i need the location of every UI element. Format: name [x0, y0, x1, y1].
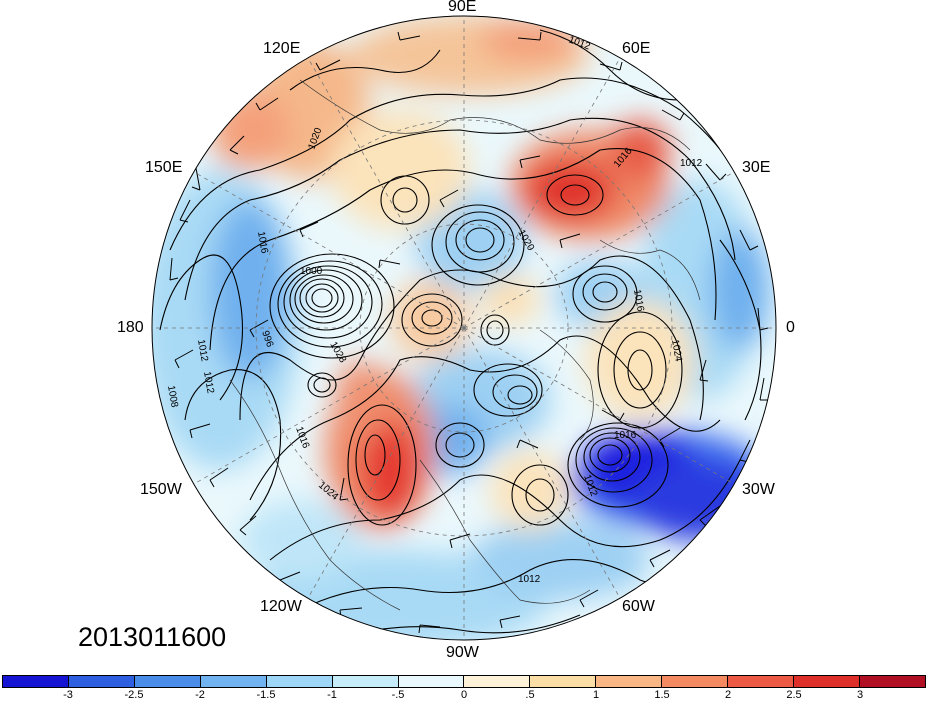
lon-label-120w: 120W [260, 598, 302, 615]
contour-label: 1016 [631, 289, 646, 313]
colorbar-segment [68, 676, 135, 687]
contour-label: 1016 [614, 430, 637, 441]
lon-label-150e: 150E [145, 159, 183, 176]
lon-label-60w: 60W [622, 598, 655, 615]
colorbar-segment [728, 676, 795, 687]
colorbar-segment [596, 676, 663, 687]
colorbar-tick-label: -2.5 [124, 689, 144, 701]
colorbar-tick-label: 1 [592, 689, 600, 701]
wind-barbs [169, 31, 769, 634]
colorbar-tick-label: -2 [195, 689, 205, 701]
contour-label: 1012 [195, 339, 210, 363]
contour-label: 1012 [201, 371, 216, 395]
contour-label: 1000 [300, 266, 323, 277]
colorbar-segment [662, 676, 729, 687]
colorbar-tick-label: .5 [525, 689, 535, 701]
isobar-contours [159, 29, 762, 640]
lon-label-150w: 150W [140, 481, 182, 498]
lon-label-0: 0 [786, 319, 795, 336]
lon-label-30w: 30W [742, 481, 775, 498]
colorbar-tick-label: -3 [63, 689, 73, 701]
date-label: 2013011600 [78, 622, 227, 652]
colorbar [2, 675, 926, 688]
colorbar-segment [794, 676, 860, 687]
colorbar-segment [266, 676, 333, 687]
colorbar-tick-label: -.5 [391, 689, 405, 701]
lon-label-90w: 90W [446, 644, 479, 661]
lat-lon-grid [152, 16, 776, 640]
colorbar-segment [530, 676, 597, 687]
colorbar-tick-label: 3 [856, 689, 864, 701]
coastlines [229, 79, 701, 611]
contour-label: 1008 [165, 385, 180, 409]
lon-label-60e: 60E [622, 40, 651, 57]
contour-label: 1012 [680, 158, 703, 169]
colorbar-tick-label: -1 [327, 689, 337, 701]
colorbar-tick-label: -1.5 [256, 689, 276, 701]
contour-label: 1024 [669, 339, 684, 363]
colorbar-tick-label: 1.5 [654, 689, 670, 701]
contour-label: 1016 [255, 231, 270, 255]
map-boundary [151, 15, 777, 641]
lon-label-30e: 30E [742, 159, 771, 176]
lon-label-120e: 120E [263, 40, 301, 57]
colorbar-tick-label: 0 [460, 689, 468, 701]
colorbar-segment [3, 676, 69, 687]
colorbar-segment [398, 676, 465, 687]
colorbar-segment [332, 676, 399, 687]
lon-label-180: 180 [117, 319, 144, 336]
colorbar-segment [859, 676, 925, 687]
colorbar-tick-label: 2 [724, 689, 732, 701]
colorbar-tick-label: 2.5 [786, 689, 802, 701]
colorbar-segment [200, 676, 267, 687]
lon-label-90e: 90E [448, 0, 477, 15]
colorbar-segment [134, 676, 201, 687]
colorbar-segment [464, 676, 531, 687]
contour-label: 1012 [518, 574, 541, 585]
